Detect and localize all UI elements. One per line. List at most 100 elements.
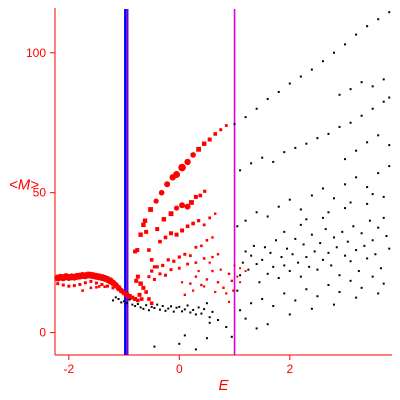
data-point — [180, 228, 185, 233]
data-point — [189, 282, 192, 285]
data-point — [288, 313, 291, 316]
data-point — [236, 289, 239, 292]
data-point — [103, 285, 107, 289]
data-point — [89, 286, 93, 290]
data-point — [366, 25, 369, 28]
data-point — [164, 309, 167, 312]
data-point — [194, 245, 198, 249]
data-point — [269, 251, 272, 254]
data-point — [144, 290, 148, 294]
data-point — [239, 267, 242, 270]
data-point — [261, 156, 264, 159]
data-point — [211, 310, 214, 313]
data-point — [186, 304, 189, 307]
data-point — [117, 298, 120, 301]
data-point — [131, 303, 134, 306]
data-point — [368, 219, 371, 222]
data-point — [266, 323, 269, 326]
data-point — [150, 305, 153, 308]
data-point — [332, 197, 335, 200]
data-point — [72, 284, 76, 288]
data-point — [205, 337, 208, 340]
data-point — [127, 294, 132, 299]
data-point — [111, 286, 115, 290]
data-point — [330, 264, 333, 267]
data-point — [377, 18, 380, 21]
data-point — [183, 308, 186, 311]
data-point — [158, 308, 161, 311]
data-point — [305, 288, 308, 291]
data-point — [202, 223, 206, 227]
data-point — [97, 285, 101, 288]
data-point — [377, 292, 380, 295]
data-point — [177, 266, 181, 270]
data-point — [355, 249, 358, 252]
data-point — [250, 302, 253, 305]
data-point — [321, 60, 324, 63]
data-point — [181, 310, 184, 313]
data-point — [341, 230, 344, 233]
data-point — [78, 282, 82, 286]
data-point — [382, 195, 385, 198]
data-point — [255, 263, 258, 266]
data-point — [385, 235, 388, 238]
data-point — [366, 257, 369, 260]
data-point — [161, 263, 165, 268]
data-point — [213, 132, 218, 136]
data-point — [252, 244, 255, 247]
data-point — [180, 281, 184, 284]
data-point — [158, 189, 165, 196]
data-point — [150, 269, 154, 273]
data-point — [277, 205, 280, 208]
data-point — [123, 300, 126, 303]
data-point — [338, 274, 341, 277]
data-point — [382, 100, 385, 103]
data-point — [272, 160, 275, 163]
data-point — [203, 308, 206, 311]
data-point — [89, 279, 93, 283]
data-point — [183, 252, 187, 256]
data-point — [338, 125, 341, 128]
data-point — [299, 223, 302, 226]
data-point — [371, 107, 374, 110]
data-point — [155, 227, 160, 232]
data-point — [153, 345, 156, 348]
data-point — [244, 317, 247, 320]
data-point — [172, 259, 176, 263]
data-point — [163, 235, 168, 240]
data-point — [225, 292, 228, 295]
data-point — [239, 281, 242, 284]
data-point — [230, 279, 233, 283]
data-point — [272, 265, 275, 268]
data-point — [327, 284, 330, 287]
data-point — [344, 254, 347, 257]
data-point — [142, 218, 148, 223]
data-point — [56, 282, 60, 286]
data-point — [388, 165, 391, 168]
data-point — [135, 248, 140, 253]
data-point — [236, 275, 239, 278]
data-point — [335, 246, 338, 249]
data-point — [138, 281, 143, 286]
data-point — [144, 229, 149, 234]
data-point — [125, 302, 128, 305]
data-point — [377, 172, 380, 175]
data-point — [232, 289, 235, 292]
data-point — [305, 218, 308, 221]
data-point — [137, 292, 142, 297]
data-point — [244, 270, 247, 273]
data-point — [184, 203, 191, 210]
data-point — [288, 198, 291, 201]
data-point — [261, 258, 264, 261]
data-point — [134, 305, 137, 308]
data-point — [355, 176, 358, 179]
data-point — [148, 207, 153, 212]
data-point — [283, 292, 286, 295]
data-point — [349, 201, 352, 204]
data-point — [194, 313, 197, 316]
data-point — [286, 247, 289, 250]
data-point — [310, 233, 313, 236]
data-point — [327, 132, 330, 135]
data-point — [280, 256, 283, 259]
data-point — [167, 307, 170, 310]
